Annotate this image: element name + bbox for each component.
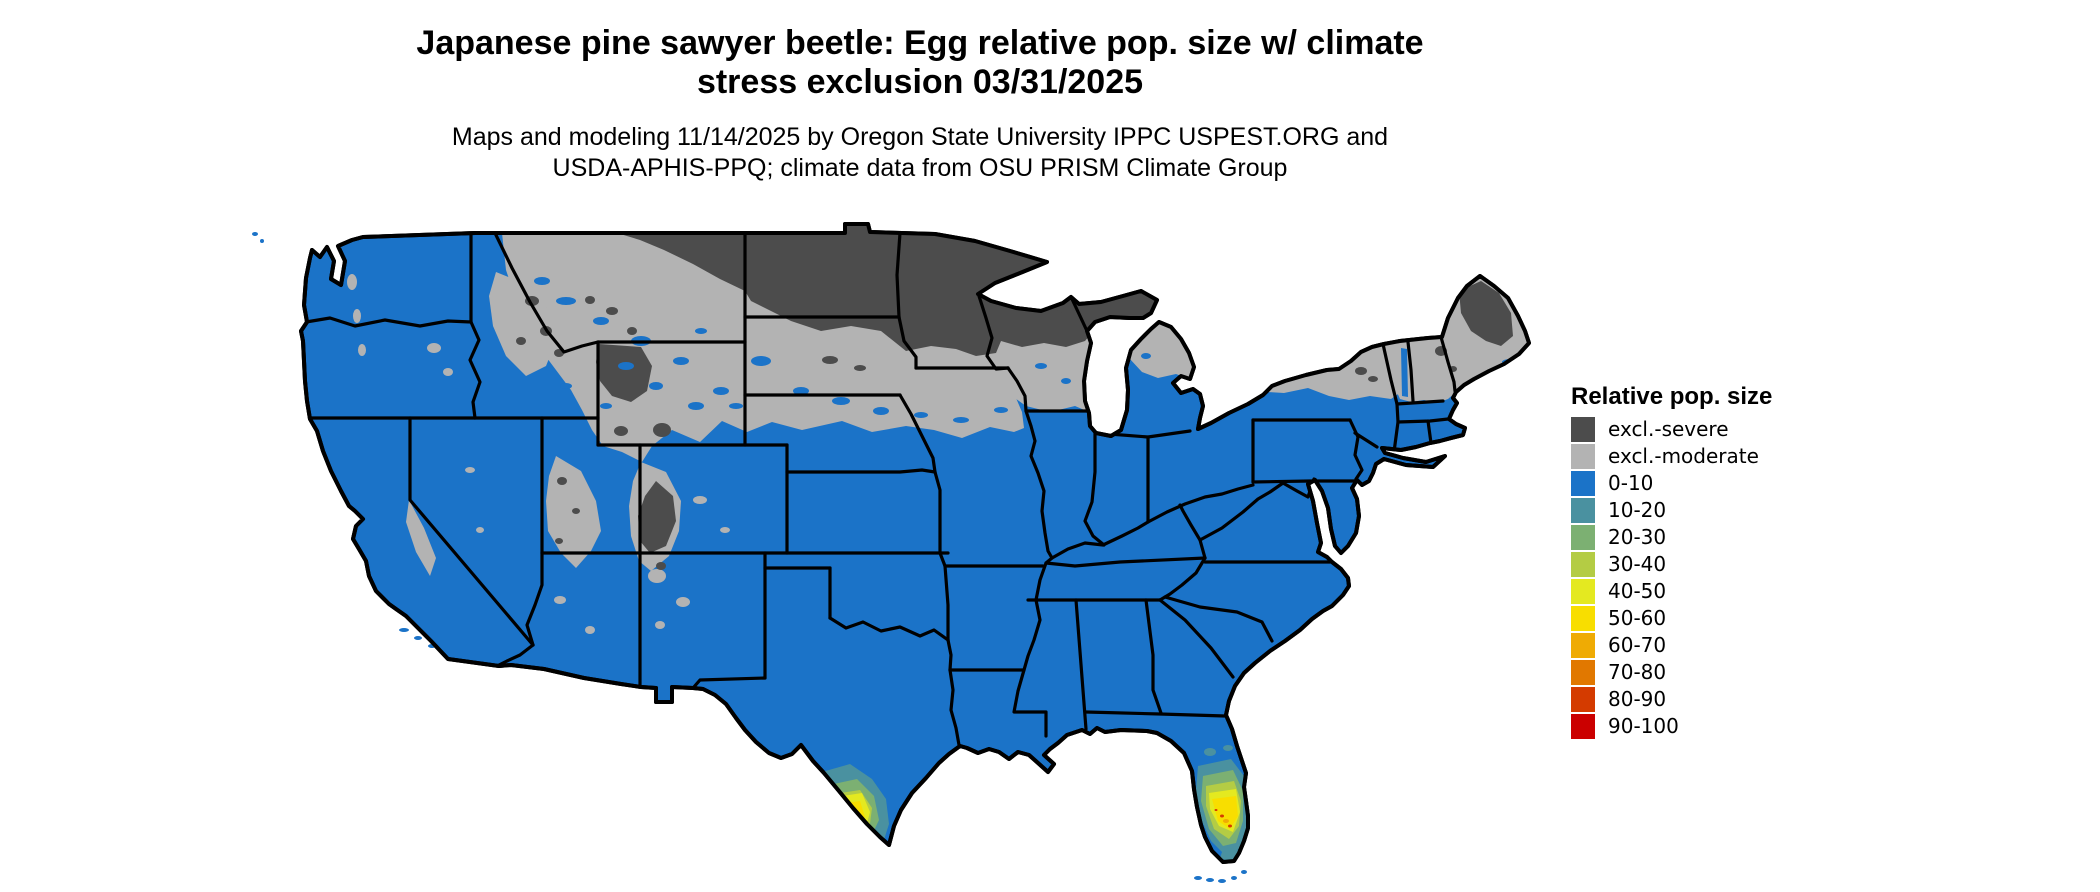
legend-label: 0-10 — [1608, 471, 1654, 495]
legend: Relative pop. size excl.-severe excl.-mo… — [1571, 384, 1831, 741]
legend-item: 30-40 — [1571, 552, 1831, 577]
legend-swatch-10-20 — [1571, 498, 1595, 523]
legend-label: 20-30 — [1608, 525, 1667, 549]
legend-swatch-20-30 — [1571, 525, 1595, 550]
us-outline — [299, 222, 1531, 864]
legend-swatch-60-70 — [1571, 633, 1595, 658]
legend-label: 60-70 — [1608, 633, 1667, 657]
map-title-line2: stress exclusion 03/31/2025 — [696, 63, 1144, 101]
legend-label: 30-40 — [1608, 552, 1667, 576]
legend-swatch-70-80 — [1571, 660, 1595, 685]
legend-item: 20-30 — [1571, 525, 1831, 550]
map-gradient-florida — [1196, 745, 1248, 862]
legend-swatch-80-90 — [1571, 687, 1595, 712]
legend-swatch-30-40 — [1571, 552, 1595, 577]
legend-label: 90-100 — [1608, 714, 1679, 738]
map-subtitle-line2: USDA-APHIS-PPQ; climate data from OSU PR… — [552, 154, 1288, 182]
legend-item: 90-100 — [1571, 714, 1831, 739]
legend-item: 80-90 — [1571, 687, 1831, 712]
legend-label: excl.-severe — [1608, 417, 1729, 441]
legend-swatch-0-10 — [1571, 471, 1595, 496]
map-island-specks — [252, 232, 1247, 883]
map-title: Japanese pine sawyer beetle: Egg relativ… — [0, 24, 1840, 102]
map-title-line1: Japanese pine sawyer beetle: Egg relativ… — [416, 24, 1424, 62]
legend-item: 40-50 — [1571, 579, 1831, 604]
legend-item: 0-10 — [1571, 471, 1831, 496]
legend-item: 70-80 — [1571, 660, 1831, 685]
map-region-excl-severe — [516, 225, 1513, 570]
legend-item: excl.-severe — [1571, 417, 1831, 442]
legend-title: Relative pop. size — [1571, 383, 1773, 410]
legend-item: excl.-moderate — [1571, 444, 1831, 469]
legend-label: 50-60 — [1608, 606, 1667, 630]
legend-label: 70-80 — [1608, 660, 1667, 684]
legend-swatch-excl-moderate — [1571, 444, 1595, 469]
legend-item: 10-20 — [1571, 498, 1831, 523]
legend-swatch-excl-severe — [1571, 417, 1595, 442]
state-borders — [304, 231, 1457, 747]
legend-swatch-40-50 — [1571, 579, 1595, 604]
legend-label: excl.-moderate — [1608, 444, 1759, 468]
legend-swatch-50-60 — [1571, 606, 1595, 631]
legend-label: 80-90 — [1608, 687, 1667, 711]
legend-item: 50-60 — [1571, 606, 1831, 631]
legend-item: 60-70 — [1571, 633, 1831, 658]
legend-label: 10-20 — [1608, 498, 1667, 522]
legend-label: 40-50 — [1608, 579, 1667, 603]
legend-swatch-90-100 — [1571, 714, 1595, 739]
map-subtitle-line1: Maps and modeling 11/14/2025 by Oregon S… — [451, 123, 1389, 151]
map-subtitle: Maps and modeling 11/14/2025 by Oregon S… — [0, 122, 1840, 184]
